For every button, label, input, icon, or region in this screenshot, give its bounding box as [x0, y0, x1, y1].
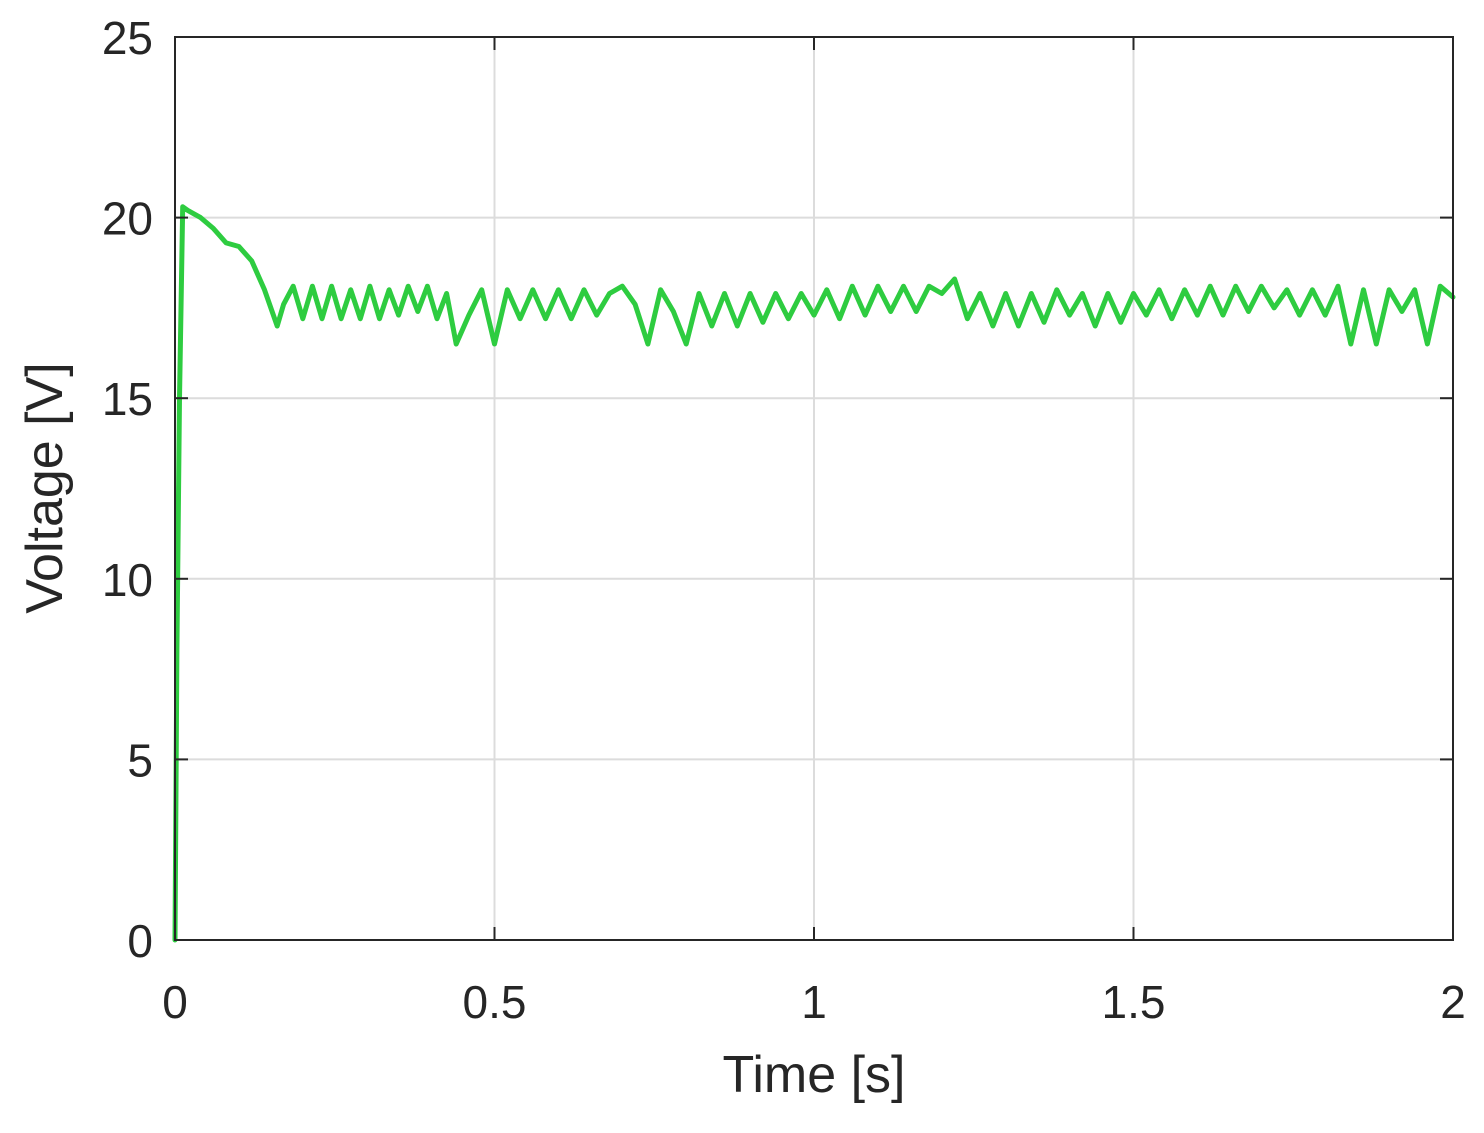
x-tick-label: 0.5: [463, 976, 527, 1028]
x-tick-label: 1.5: [1102, 976, 1166, 1028]
y-tick-label: 0: [127, 915, 153, 967]
y-tick-label: 25: [102, 12, 153, 64]
y-tick-label: 20: [102, 193, 153, 245]
y-tick-label: 15: [102, 373, 153, 425]
x-tick-label: 0: [162, 976, 188, 1028]
series-layer: [172, 204, 1456, 943]
y-tick-label: 5: [127, 734, 153, 786]
x-tick-label: 1: [801, 976, 827, 1028]
y-axis-label: Voltage [V]: [16, 362, 74, 614]
x-axis-label: Time [s]: [723, 1046, 906, 1104]
series-line: [172, 204, 1456, 943]
y-tick-label: 10: [102, 554, 153, 606]
x-tick-label: 2: [1440, 976, 1466, 1028]
grid-lines: [175, 37, 1453, 940]
